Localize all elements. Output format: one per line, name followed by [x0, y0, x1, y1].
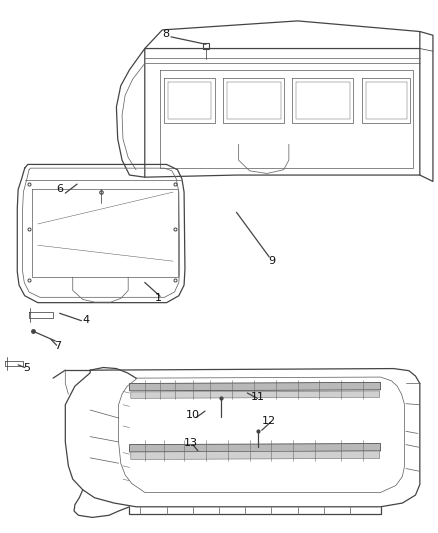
Text: 9: 9	[268, 256, 275, 266]
Text: 11: 11	[251, 392, 265, 402]
Text: 10: 10	[186, 410, 200, 421]
Polygon shape	[131, 391, 380, 398]
Polygon shape	[130, 382, 381, 391]
Text: 4: 4	[82, 314, 89, 325]
Text: 8: 8	[162, 29, 170, 39]
Text: 13: 13	[184, 438, 198, 448]
Text: 1: 1	[154, 293, 161, 303]
Polygon shape	[130, 443, 381, 452]
Text: 5: 5	[23, 362, 30, 373]
Text: 12: 12	[262, 416, 276, 426]
Polygon shape	[131, 451, 380, 459]
Text: 6: 6	[56, 184, 63, 195]
Text: 7: 7	[54, 341, 61, 351]
